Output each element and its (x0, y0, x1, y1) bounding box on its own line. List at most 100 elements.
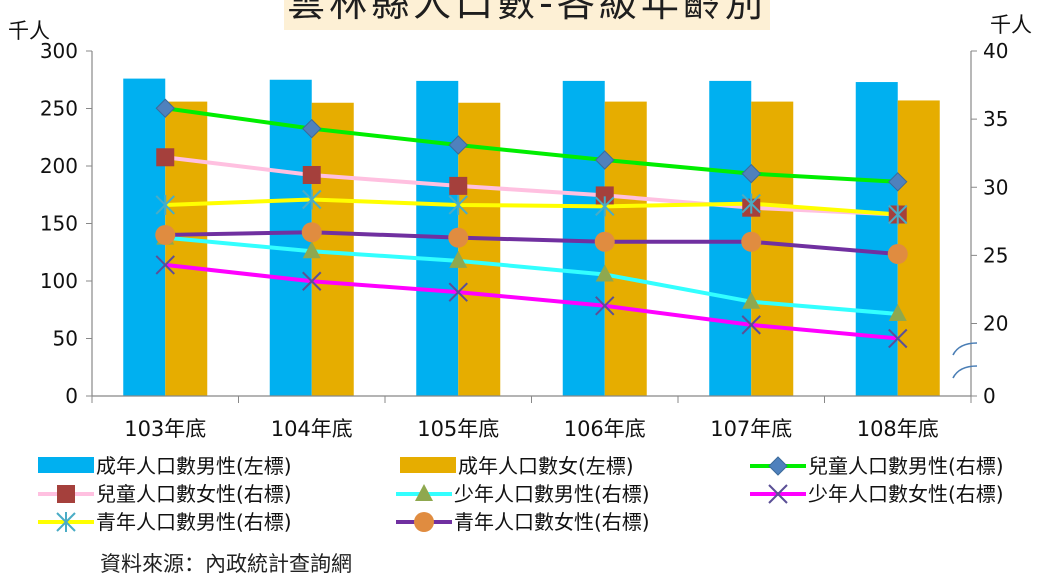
x-tick-label: 107年底 (710, 417, 792, 441)
triangle-marker (888, 303, 907, 321)
marker-circle (594, 231, 615, 252)
marker-triangle (742, 291, 761, 309)
x-marker (888, 328, 908, 349)
triangle-marker (302, 241, 321, 259)
marker-asterisk (56, 512, 76, 532)
series-line-2 (165, 235, 898, 316)
legend-swatch (38, 457, 94, 473)
axis-break-mark (952, 342, 978, 356)
marker-square (449, 176, 468, 195)
circle-marker (887, 244, 908, 265)
chart-title-box: 雲林縣人口數-各級年齡別 (284, 0, 770, 30)
marker-triangle (415, 484, 433, 501)
marker-diamond (888, 172, 908, 192)
marker-asterisk (155, 194, 175, 215)
triangle-marker (449, 250, 468, 268)
bar-adult-female (311, 102, 354, 396)
triangle-marker (595, 264, 614, 282)
marker-circle (155, 224, 176, 245)
diamond-marker (888, 172, 908, 192)
marker-x (888, 328, 908, 349)
series-line-0 (164, 106, 898, 184)
marker-square (302, 165, 321, 184)
diamond-marker (448, 135, 468, 155)
right-axis-unit: 千人 (990, 13, 1032, 37)
x-tick-label: 106年底 (564, 417, 646, 441)
square-marker (57, 485, 75, 503)
marker-asterisk (888, 204, 908, 225)
right-tick-label: 25 (983, 243, 1008, 267)
marker-asterisk (302, 189, 322, 210)
legend-label: 少年人口數男性(右標) (454, 482, 650, 506)
marker-diamond (768, 456, 788, 476)
axis-break-mark (952, 365, 978, 379)
left-tick-label: 200 (40, 154, 78, 178)
legend-label: 兒童人口數男性(右標) (808, 454, 1004, 478)
marker-diamond (155, 98, 175, 118)
marker-circle (301, 222, 322, 243)
legend-item: 兒童人口數男性(右標) (750, 454, 1004, 478)
right-tick-label: 35 (983, 107, 1008, 131)
left-tick-label: 300 (40, 39, 78, 63)
marker-x (155, 255, 175, 275)
x-tick-label: 105年底 (417, 417, 499, 441)
circle-marker (301, 222, 322, 243)
marker-x (595, 296, 615, 316)
marker-circle (448, 227, 469, 248)
x-tick-label: 103年底 (124, 417, 206, 441)
marker-triangle (302, 241, 321, 259)
x-tick-label: 104年底 (271, 417, 353, 441)
circle-marker (448, 227, 469, 248)
marker-x (302, 271, 322, 291)
marker-square (156, 148, 175, 167)
x-marker (741, 315, 761, 335)
series-line-5 (165, 230, 898, 257)
circle-marker (414, 512, 434, 532)
legend-item: 少年人口數男性(右標) (396, 482, 650, 506)
left-tick-label: 150 (40, 212, 78, 236)
bar-adult-female (458, 102, 501, 396)
marker-x (768, 484, 788, 504)
legend-item: 成年人口數女(左標) (400, 454, 634, 478)
marker-asterisk (595, 196, 615, 217)
legend-item: 少年人口數女性(右標) (750, 482, 1004, 506)
series-line-3 (165, 262, 898, 341)
circle-marker (741, 231, 762, 252)
diamond-marker (155, 98, 175, 118)
marker-square (595, 186, 614, 205)
chart-title: 雲林縣人口數-各級年齡別 (287, 0, 767, 25)
marker-triangle (888, 303, 907, 321)
marker-x (741, 315, 761, 335)
legend-swatch (400, 457, 456, 473)
diamond-marker (768, 456, 788, 476)
legend-label: 成年人口數男性(左標) (96, 454, 292, 478)
bar-adult-female (165, 101, 208, 396)
legend-item: 青年人口數男性(右標) (38, 510, 292, 534)
marker-asterisk (741, 193, 761, 214)
source-note: 資料來源：內政統計查詢網 (100, 552, 352, 576)
marker-circle (741, 231, 762, 252)
circle-marker (594, 231, 615, 252)
right-tick-label: 0 (983, 384, 996, 408)
marker-diamond (448, 135, 468, 155)
circle-marker (155, 224, 176, 245)
square-marker (595, 186, 614, 205)
diamond-marker (302, 118, 322, 139)
legend-item: 青年人口數女性(右標) (396, 510, 650, 534)
x-marker (448, 282, 468, 302)
marker-triangle (449, 250, 468, 268)
x-marker (302, 271, 322, 291)
x-marker (768, 484, 788, 504)
diamond-marker (741, 163, 761, 184)
bar-adult-male (855, 82, 898, 397)
legend-label: 兒童人口數女性(右標) (96, 482, 292, 506)
marker-diamond (741, 163, 761, 184)
square-marker (302, 165, 321, 184)
left-axis-unit: 千人 (8, 19, 50, 43)
marker-asterisk (448, 194, 468, 215)
legend-label: 青年人口數女性(右標) (454, 510, 650, 534)
left-tick-label: 50 (53, 327, 78, 351)
marker-diamond (595, 150, 615, 170)
right-tick-label: 20 (983, 312, 1008, 336)
marker-circle (414, 512, 434, 532)
